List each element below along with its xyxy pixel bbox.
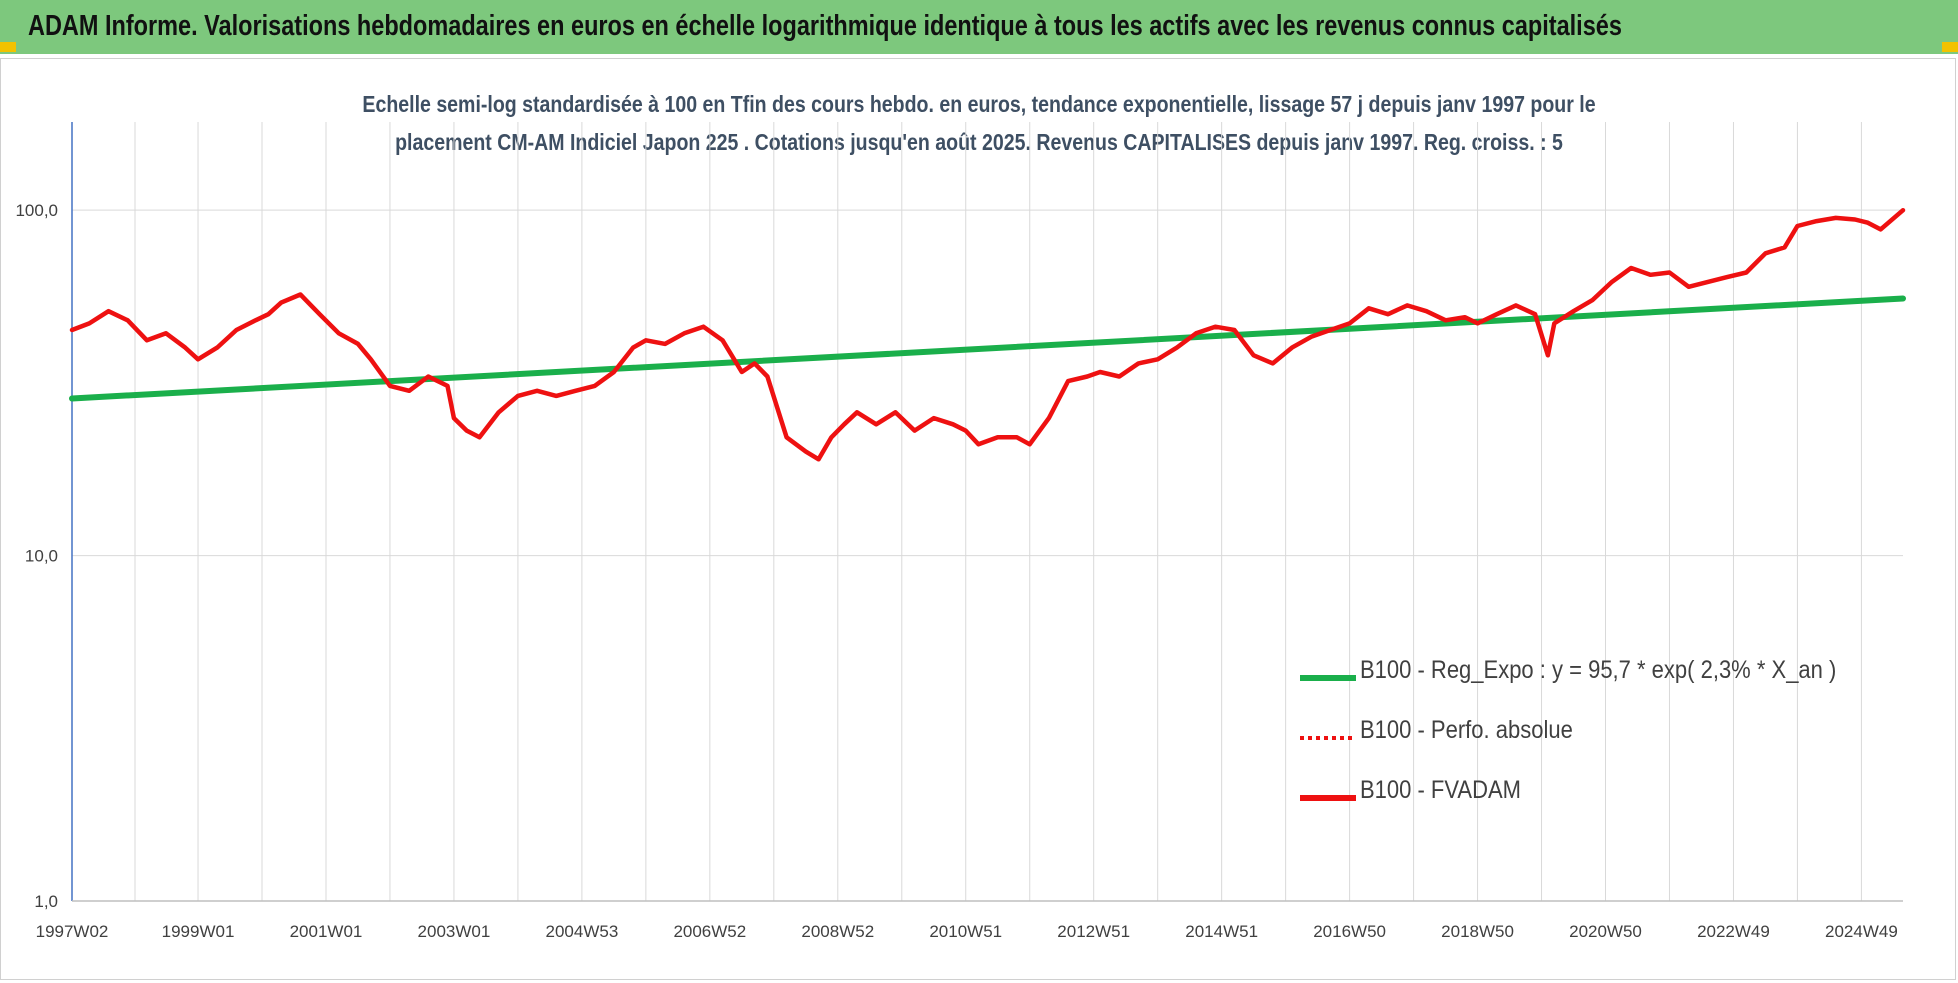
x-tick-label: 2006W52 [673, 922, 746, 941]
x-tick-label: 2018W50 [1441, 922, 1514, 941]
legend-label-perfo: B100 - Perfo. absolue [1360, 716, 1573, 744]
x-tick-label: 2016W50 [1313, 922, 1386, 941]
page-title: ADAM Informe. Valorisations hebdomadaire… [28, 10, 1622, 42]
corner-marker-top-left [0, 42, 16, 52]
series-line-trend [69, 295, 1906, 402]
legend-swatch-perfo [1300, 736, 1356, 740]
series-layer [69, 207, 1906, 462]
axis-layer: 1997W02 1999W01 2001W01 2003W01 2004W53 2006W… [15, 122, 1903, 941]
x-tick-label: 2001W01 [290, 922, 363, 941]
x-tick-label: 1999W01 [162, 922, 235, 941]
chart-frame [0, 58, 1956, 980]
legend-swatch-fvadam [1300, 795, 1356, 801]
y-tick-label: 100,0 [15, 201, 58, 220]
y-tick-label: 1,0 [34, 892, 58, 911]
x-tick-label: 2014W51 [1185, 922, 1258, 941]
x-tick-label: 2024W49 [1825, 922, 1898, 941]
legend-label-fvadam: B100 - FVADAM [1360, 776, 1521, 804]
chart-subtitle: Echelle semi-log standardisée à 100 en T… [0, 85, 1958, 161]
header-banner: ADAM Informe. Valorisations hebdomadaire… [0, 0, 1958, 54]
grid-layer [72, 122, 1903, 902]
x-tick-label: 2003W01 [418, 922, 491, 941]
x-tick-label: 2010W51 [929, 922, 1002, 941]
x-tick-label: 2022W49 [1697, 922, 1770, 941]
series-line-fvadam [69, 207, 1906, 462]
chart-subtitle-line-2: placement CM-AM Indiciel Japon 225 . Cot… [395, 129, 1563, 155]
legend-swatch-trend [1300, 675, 1356, 681]
legend-label-trend: B100 - Reg_Expo : y = 95,7 * exp( 2,3% *… [1360, 656, 1837, 684]
chart-subtitle-line-1: Echelle semi-log standardisée à 100 en T… [362, 91, 1596, 117]
x-tick-label: 2004W53 [546, 922, 619, 941]
x-tick-label: 2020W50 [1569, 922, 1642, 941]
x-tick-label: 2012W51 [1057, 922, 1130, 941]
y-tick-label: 10,0 [25, 547, 58, 566]
x-tick-label: 1997W02 [36, 922, 109, 941]
x-tick-label: 2008W52 [801, 922, 874, 941]
corner-marker-top-right [1942, 42, 1958, 52]
